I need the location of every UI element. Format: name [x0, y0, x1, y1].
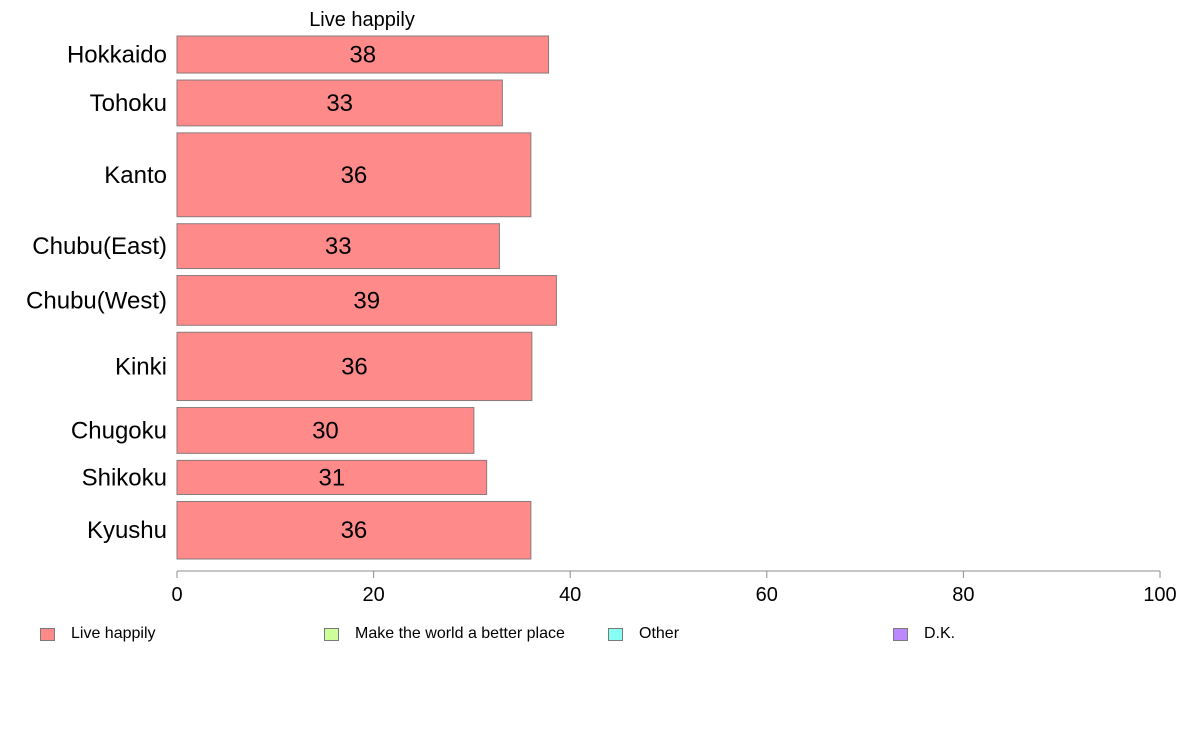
- x-tick-label: 60: [756, 584, 778, 606]
- x-tick-label: 100: [1143, 584, 1176, 606]
- legend-label: Make the world a better place: [355, 625, 565, 642]
- legend-swatch: [40, 627, 55, 641]
- category-label: Chubu(West): [26, 287, 167, 314]
- value-label: 33: [326, 90, 353, 117]
- x-tick-label: 80: [952, 584, 974, 606]
- legend: Live happily Make the world a better pla…: [0, 622, 1188, 646]
- value-label: 36: [341, 517, 368, 544]
- legend-label: Other: [639, 625, 680, 642]
- value-label: 31: [318, 464, 345, 491]
- bar-shikoku: [176, 459, 488, 495]
- bar-chart: Live happily Hokkaido 38 Tohoku 33 Kanto 36 Ch…: [26, 9, 1177, 606]
- bars-group: Hokkaido 38 Tohoku 33 Kanto 36 Chubu(East) 33 Ch…: [26, 35, 557, 560]
- bar-hokkaido: [176, 35, 550, 74]
- x-tick-label: 20: [362, 584, 384, 606]
- category-label: Kyushu: [87, 517, 167, 544]
- x-tick-label: 40: [559, 584, 581, 606]
- bar-tohoku: [176, 79, 503, 127]
- legend-swatch: [893, 627, 908, 641]
- legend-swatch: [324, 627, 339, 641]
- legend-swatch: [608, 627, 623, 641]
- value-label: 36: [341, 353, 368, 380]
- x-tick-label: 0: [171, 584, 182, 606]
- category-label: Kanto: [104, 162, 167, 189]
- bar-kyushu: [176, 500, 532, 560]
- bar-chubu-east: [176, 223, 500, 270]
- legend-item-live-happily: Live happily: [40, 622, 156, 646]
- value-label: 36: [341, 162, 368, 189]
- value-label: 38: [349, 42, 376, 69]
- category-label: Shikoku: [82, 464, 167, 491]
- value-label: 33: [325, 233, 352, 260]
- value-label: 39: [353, 287, 380, 314]
- bar-chugoku: [176, 407, 475, 454]
- chart-series-title: Live happily: [309, 9, 415, 31]
- legend-item-dk: D.K.: [893, 622, 955, 646]
- category-label: Chubu(East): [32, 233, 167, 260]
- category-label: Hokkaido: [67, 42, 167, 69]
- legend-item-other: Other: [608, 622, 679, 646]
- value-label: 30: [312, 417, 339, 444]
- category-label: Kinki: [115, 353, 167, 380]
- bar-kinki: [176, 331, 533, 402]
- category-label: Tohoku: [90, 90, 167, 117]
- legend-item-make-the-world-a-better-place: Make the world a better place: [324, 622, 565, 646]
- category-label: Chugoku: [71, 417, 167, 444]
- x-axis: 0 20 40 60 80 100: [171, 570, 1177, 606]
- bar-chubu-west: [176, 275, 557, 326]
- bar-kanto: [176, 132, 532, 218]
- legend-label: Live happily: [71, 625, 156, 642]
- legend-label: D.K.: [924, 625, 956, 642]
